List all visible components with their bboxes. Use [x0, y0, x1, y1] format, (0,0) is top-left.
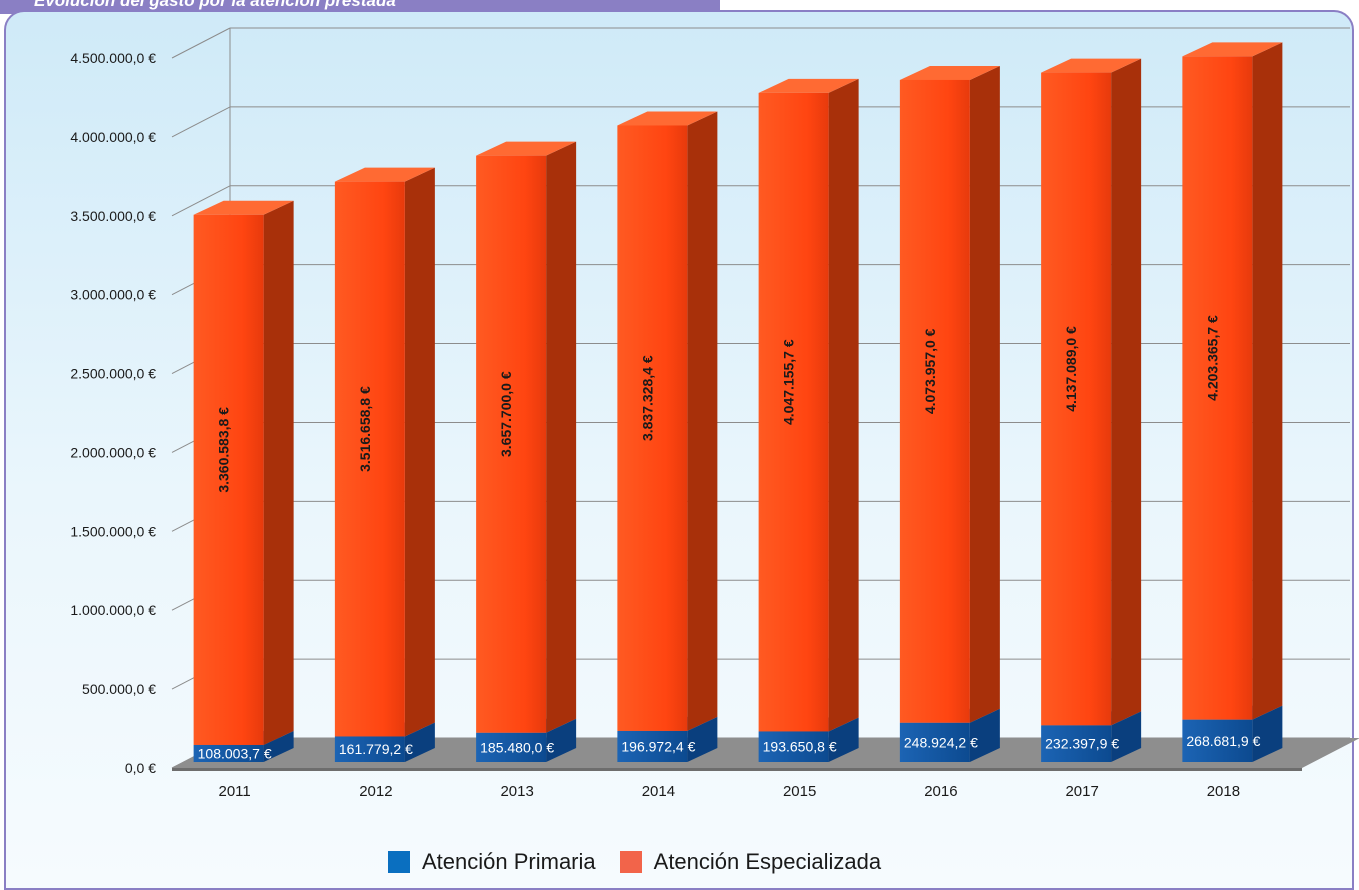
bar-primaria-2017-side	[1111, 711, 1142, 762]
x-tick-label: 2014	[642, 783, 675, 800]
bar-especializada-2013-top	[476, 141, 577, 156]
bar-especializada-2015-side	[828, 78, 859, 732]
y-tick-label: 2.000.000,0 €	[70, 444, 156, 460]
bar-especializada-2013-front	[476, 155, 547, 733]
data-label-especializada: 3.360.583,8 €	[216, 407, 232, 493]
y-tick-label: 0,0 €	[125, 760, 156, 776]
bar-especializada-2011-side	[263, 200, 294, 745]
data-label-especializada: 4.073.957,0 €	[922, 328, 938, 414]
grid-connector	[171, 185, 231, 217]
data-label-primaria: 232.397,9 €	[1045, 736, 1119, 752]
data-label-primaria: 185.480,0 €	[480, 739, 554, 755]
y-tick-label: 4.500.000,0 €	[70, 50, 156, 66]
bar-especializada-2012-front	[334, 181, 405, 737]
bar-especializada-2012-top	[334, 167, 435, 182]
x-tick-label: 2013	[500, 783, 533, 800]
bar-primaria-2017-front	[1041, 725, 1112, 762]
y-tick-label: 500.000,0 €	[82, 681, 156, 697]
legend-label-especializada: Atención Especializada	[653, 849, 882, 874]
bar-especializada-2014-side	[687, 111, 718, 731]
bar-primaria-2014-front	[617, 730, 688, 762]
bar-especializada-2011-front	[193, 214, 264, 745]
data-label-especializada: 4.203.365,7 €	[1204, 315, 1220, 401]
data-label-especializada: 3.837.328,4 €	[639, 355, 655, 441]
bar-primaria-2018-front	[1182, 719, 1253, 762]
bar-especializada-2017	[1041, 58, 1142, 726]
bar-primaria-2015-side	[828, 717, 859, 762]
bar-primaria-2014-side	[687, 716, 718, 762]
y-tick-label: 4.000.000,0 €	[70, 129, 156, 145]
legend-swatch-primaria	[388, 851, 410, 873]
floor-edge	[172, 768, 1302, 771]
bar-especializada-2015-top	[758, 78, 859, 93]
bar-especializada-2018-side	[1252, 42, 1283, 720]
data-label-especializada: 3.516.658,8 €	[357, 386, 373, 472]
bar-especializada-2013-side	[546, 141, 577, 733]
bar-especializada-2017-side	[1111, 58, 1142, 726]
grid-connector	[171, 27, 231, 59]
labels-layer: 108.003,7 € 3.360.583,8 € 161.779,2 € 3.516…	[198, 315, 1261, 761]
bar-primaria-2016-side	[969, 708, 1000, 762]
bar-especializada-2012-side	[404, 167, 435, 737]
y-tick-label: 1.000.000,0 €	[70, 602, 156, 618]
bar-primaria-2011-side	[263, 730, 294, 762]
bar-primaria-2011-front	[193, 744, 264, 762]
bar-especializada-2012	[334, 167, 435, 737]
grid-connector	[171, 106, 231, 138]
x-tick-label: 2015	[783, 783, 816, 800]
legend: Atención Primaria Atención Especializada	[388, 847, 895, 877]
bar-especializada-2016-side	[969, 65, 1000, 723]
y-tick-label: 2.500.000,0 €	[70, 366, 156, 382]
chart-title: Evolución del gasto por la atención pres…	[34, 0, 396, 10]
data-label-primaria: 193.650,8 €	[763, 739, 837, 755]
bar-especializada-2015-front	[758, 92, 829, 732]
legend-item-atencion-especializada: Atención Especializada	[619, 849, 882, 875]
bar-primaria-2012-side	[404, 722, 435, 762]
y-tick-label: 3.000.000,0 €	[70, 287, 156, 303]
bar-especializada-2016	[899, 65, 1000, 723]
data-label-primaria: 248.924,2 €	[904, 734, 978, 750]
bar-especializada-2011	[193, 200, 294, 745]
x-tick-label: 2017	[1065, 783, 1098, 800]
data-label-primaria: 196.972,4 €	[621, 738, 695, 754]
bar-especializada-2016-top	[899, 65, 1000, 80]
bar-especializada-2014	[617, 111, 718, 731]
data-label-primaria: 161.779,2 €	[339, 741, 413, 757]
bar-especializada-2011-top	[193, 200, 294, 215]
bar-primaria-2013-side	[546, 718, 577, 762]
y-tick-label: 1.500.000,0 €	[70, 523, 156, 539]
bar-especializada-2018-top	[1182, 42, 1283, 57]
x-tick-label: 2012	[359, 783, 392, 800]
bar-especializada-2016-front	[899, 79, 970, 723]
y-tick-label: 3.500.000,0 €	[70, 208, 156, 224]
x-tick-label: 2011	[218, 783, 250, 800]
bar-primaria-2016-front	[899, 722, 970, 762]
bar-primaria-2013-front	[476, 732, 547, 762]
axis-layer: 0,0 € 500.000,0 € 1.000.000,0 € 1.500.000,0…	[70, 50, 1240, 800]
data-label-especializada: 4.137.089,0 €	[1063, 326, 1079, 412]
data-label-especializada: 3.657.700,0 €	[498, 371, 514, 457]
bar-especializada-2014-front	[617, 125, 688, 731]
bar-especializada-2018-front	[1182, 56, 1253, 720]
data-label-especializada: 4.047.155,7 €	[781, 339, 797, 425]
bar-especializada-2017-top	[1041, 58, 1142, 73]
x-tick-label: 2018	[1207, 783, 1240, 800]
bar-especializada-2013	[476, 141, 577, 733]
bar-especializada-2014-top	[617, 111, 718, 126]
bar-especializada-2018	[1182, 42, 1283, 720]
bar-primaria-2012-front	[334, 736, 405, 762]
data-label-primaria: 268.681,9 €	[1186, 733, 1260, 749]
x-tick-label: 2016	[924, 783, 957, 800]
legend-label-primaria: Atención Primaria	[422, 849, 596, 874]
bar-especializada-2015	[758, 78, 859, 732]
legend-item-atencion-primaria: Atención Primaria	[388, 849, 596, 875]
bar-especializada-2017-front	[1041, 72, 1112, 726]
bars-layer	[193, 42, 1283, 762]
bar-primaria-2015-front	[758, 731, 829, 762]
bar-primaria-2018-side	[1252, 705, 1283, 762]
data-label-primaria: 108.003,7 €	[198, 745, 272, 761]
legend-swatch-especializada	[619, 851, 642, 873]
